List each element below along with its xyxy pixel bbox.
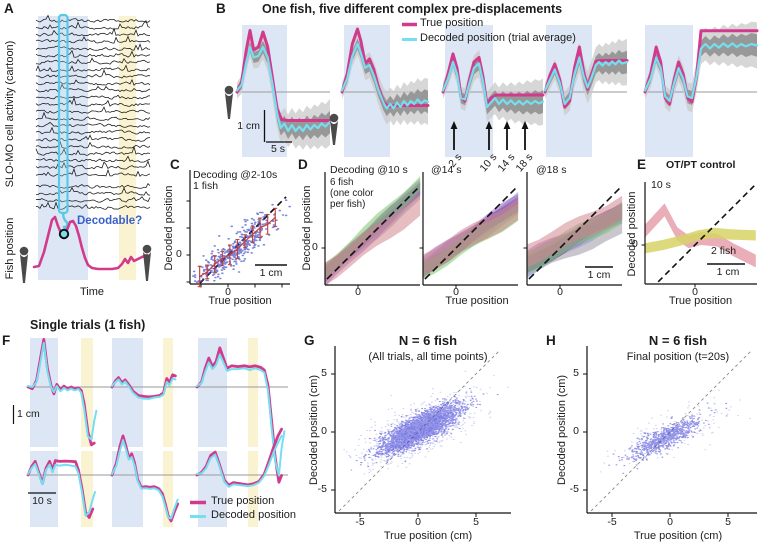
panel-h-xlabel: True position (cm): [633, 530, 723, 542]
panel-c-xtick-zero: 0: [225, 286, 231, 298]
panel-h-ytick-0: 0: [573, 425, 579, 437]
panel-e-fish-label: 2 fish: [711, 245, 737, 257]
panel-d-ylabel: Decoded position: [301, 185, 313, 271]
panel-d-letter: D: [298, 157, 308, 172]
panel-d-xlabel: True position: [445, 295, 509, 307]
panel-e-time-label: 10 s: [651, 179, 671, 191]
panel-e-letter: E: [637, 157, 647, 172]
panel-g-ytick-0: 0: [321, 425, 327, 437]
panel-g-ylabel: Decoded position (cm): [308, 374, 320, 486]
panel-g-xlabel: True position (cm): [383, 530, 473, 542]
panel-a-activity-ylabel: SLO-MO cell activity (cartoon): [4, 40, 16, 188]
panel-f-legend-true-label: True position: [211, 495, 275, 507]
panel-d-subtitle-1: 6 fish: [330, 177, 354, 188]
panel-h-xtick-0: 0: [667, 516, 673, 528]
panel-g-xtick-5: 5: [473, 516, 479, 528]
panel-e-ylabel: Decoded position: [626, 191, 638, 277]
panel-g-subtitle: (All trials, all time points): [368, 351, 488, 363]
panel-a-time-xlabel: Time: [79, 286, 105, 298]
panel-d-scalebar-label: 1 cm: [587, 269, 611, 281]
panel-d-subtitle-2: (one color: [330, 188, 374, 199]
panel-c-scalebar-label: 1 cm: [259, 267, 283, 279]
panel-h-ylabel: Decoded position (cm): [556, 374, 568, 486]
panel-h-xtick-5: 5: [725, 516, 731, 528]
panel-b-letter: B: [216, 1, 226, 16]
panel-g-letter: G: [304, 333, 315, 348]
panel-c-subtitle: 1 fish: [193, 180, 219, 192]
panel-e-ytick-zero: 0: [632, 238, 638, 250]
panel-f-letter: F: [2, 333, 11, 348]
panel-d2-xtick-zero: 0: [453, 286, 459, 298]
panel-e-xlabel: True position: [668, 295, 733, 307]
panel-c-xlabel: True position: [208, 295, 272, 307]
panel-c-letter: C: [170, 157, 180, 172]
panel-h-subtitle: Final position (t=20s): [626, 351, 730, 363]
panel-e-scalebar-label: 1 cm: [716, 266, 740, 278]
panel-g-ytick-neg5: -5: [317, 483, 327, 495]
panel-a-position-ylabel: Fish position: [4, 217, 16, 280]
panel-f-scalebar-cm-label: 1 cm: [17, 408, 40, 420]
panel-d-ytick-zero: 0: [312, 241, 318, 253]
panel-b-title: One fish, five different complex pre-dis…: [262, 2, 563, 16]
panel-a-decodable-annotation: Decodable?: [77, 215, 143, 227]
panel-g-title: N = 6 fish: [398, 333, 458, 348]
panel-h-ytick-neg5: -5: [569, 483, 579, 495]
panel-h-letter: H: [546, 333, 556, 348]
panel-d-subtitle-3: per fish): [330, 199, 366, 210]
panel-g-xtick-neg5: -5: [355, 516, 365, 528]
panel-b-scalebar-s-label: 5 s: [270, 143, 285, 155]
panel-g-xtick-0: 0: [415, 516, 421, 528]
panel-f-scalebar-s-label: 10 s: [32, 495, 52, 507]
panel-a-letter: A: [4, 1, 14, 16]
panel-g-ytick-5: 5: [321, 367, 327, 379]
panel-b-legend-true-label: True position: [420, 17, 484, 29]
panel-d-title-10s: Decoding @10 s: [330, 164, 408, 176]
panel-c-ylabel: Decoded position: [163, 185, 175, 271]
panel-f-title: Single trials (1 fish): [30, 318, 146, 332]
panel-c-title: Decoding @2-10s: [193, 169, 278, 181]
panel-d1-xtick-zero: 0: [355, 286, 361, 298]
panel-d-title-18s: @18 s: [536, 164, 567, 176]
panel-e-xtick-zero: 0: [692, 286, 698, 298]
panel-b-scalebar-cm-label: 1 cm: [237, 120, 260, 132]
panel-f-legend-decoded-label: Decoded position: [211, 509, 297, 521]
panel-b-legend-decoded-label: Decoded position (trial average): [420, 32, 576, 44]
panel-h-title: N = 6 fish: [648, 333, 708, 348]
panel-c-ytick-zero: 0: [176, 248, 182, 260]
panel-h-xtick-neg5: -5: [607, 516, 617, 528]
panel-e-title: OT/PT control: [666, 159, 736, 171]
panel-h-ytick-5: 5: [573, 367, 579, 379]
panel-d3-xtick-zero: 0: [557, 286, 563, 298]
panel-d-title-14s: @14 s: [431, 164, 462, 176]
